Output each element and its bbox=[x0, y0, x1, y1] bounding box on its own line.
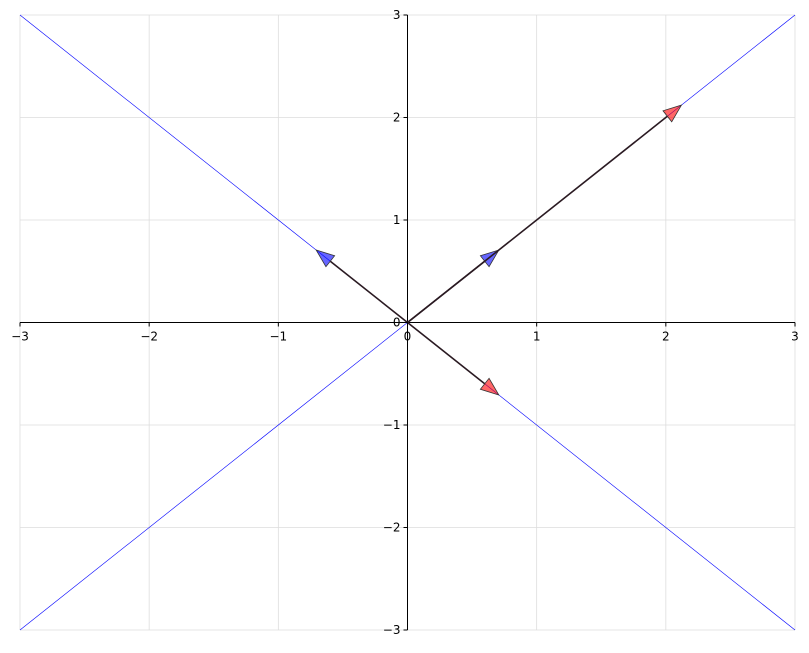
y-tick-label: −2 bbox=[383, 521, 401, 535]
x-tick-label: 2 bbox=[662, 330, 670, 344]
tick-labels: −3 −2 −1 0 1 2 3 −3 −2 −1 0 1 2 3 bbox=[11, 8, 799, 637]
y-tick-label: 0 bbox=[393, 316, 401, 330]
x-tick-label: 3 bbox=[791, 330, 799, 344]
y-tick-label: −3 bbox=[383, 623, 401, 637]
vector-arrowhead bbox=[315, 249, 336, 268]
vector-shaft bbox=[329, 260, 408, 324]
vector-arrowhead bbox=[479, 377, 500, 396]
y-tick-label: 2 bbox=[393, 111, 401, 125]
vector-shaft bbox=[407, 115, 668, 324]
vector-shaft bbox=[407, 321, 486, 385]
x-tick-label: −1 bbox=[269, 330, 287, 344]
y-tick-label: −1 bbox=[383, 418, 401, 432]
x-tick-label: −3 bbox=[11, 330, 29, 344]
vector-arrowhead bbox=[662, 104, 683, 123]
y-tick-label: 1 bbox=[393, 213, 401, 227]
x-tick-label: −2 bbox=[140, 330, 158, 344]
y-tick-label: 3 bbox=[393, 8, 401, 22]
x-tick-label: 0 bbox=[404, 330, 412, 344]
vectors bbox=[315, 104, 683, 396]
x-tick-label: 1 bbox=[533, 330, 541, 344]
